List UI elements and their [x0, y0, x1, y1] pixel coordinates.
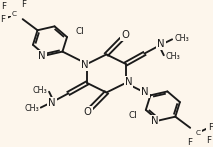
Text: C: C — [12, 11, 17, 17]
Text: F: F — [21, 0, 26, 9]
Text: Cl: Cl — [76, 27, 84, 36]
Text: N: N — [38, 51, 46, 61]
Text: F: F — [0, 15, 5, 24]
Text: N: N — [151, 116, 158, 126]
Text: F: F — [206, 136, 211, 145]
Text: CH₃: CH₃ — [32, 86, 47, 95]
Text: CH₃: CH₃ — [166, 51, 180, 61]
Text: N: N — [157, 39, 165, 49]
Text: F: F — [1, 2, 7, 11]
Text: N: N — [125, 77, 132, 87]
Text: N: N — [48, 98, 56, 108]
Text: F: F — [208, 123, 213, 132]
Text: Cl: Cl — [128, 111, 137, 120]
Text: N: N — [141, 87, 149, 97]
Text: C: C — [196, 130, 201, 136]
Text: N: N — [81, 60, 88, 70]
Text: F: F — [187, 138, 192, 147]
Text: CH₃: CH₃ — [174, 34, 189, 43]
Text: O: O — [121, 30, 129, 40]
Text: CH₃: CH₃ — [24, 104, 39, 113]
Text: O: O — [84, 107, 92, 117]
